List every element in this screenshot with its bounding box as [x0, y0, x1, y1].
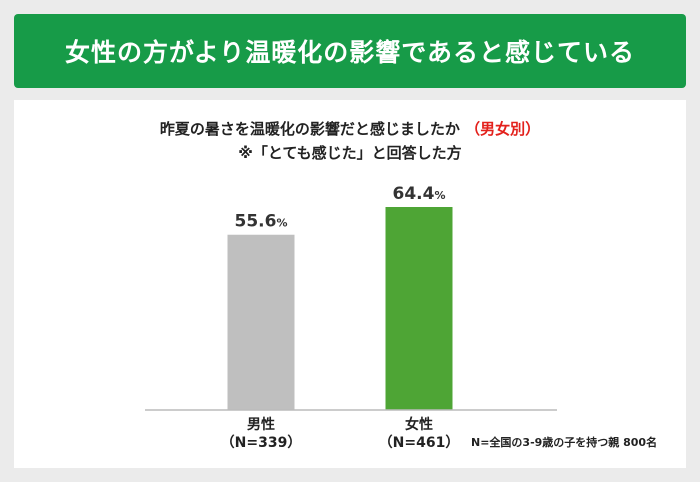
chart-title-text: 昨夏の暑さを温暖化の影響だと感じましたか: [159, 120, 460, 138]
data-label: 55.6%: [235, 212, 288, 232]
category-label-male: 男性 （N=339）: [201, 416, 321, 452]
chart-title-highlight: （男女別）: [465, 120, 541, 138]
headline-banner: 女性の方がより温暖化の影響であると感じている: [14, 14, 686, 88]
sample-note: N=全国の3-9歳の子を持つ親 800名: [471, 436, 658, 449]
headline: 女性の方がより温暖化の影響であると感じている: [64, 38, 635, 67]
chart-title: 昨夏の暑さを温暖化の影響だと感じましたか （男女別）: [0, 118, 700, 139]
data-label: 64.4%: [393, 184, 446, 204]
bar-2: [385, 207, 453, 410]
chart-subtitle: ※「とても感じた」と回答した方: [238, 144, 462, 162]
category-n: （N=339）: [220, 435, 302, 451]
category-n: （N=461）: [378, 435, 460, 451]
category-name: 女性: [405, 417, 433, 433]
category-label-female: 女性 （N=461）: [359, 416, 479, 452]
chart-panel: [14, 100, 686, 468]
category-name: 男性: [247, 417, 275, 433]
bar-1: [227, 234, 295, 410]
